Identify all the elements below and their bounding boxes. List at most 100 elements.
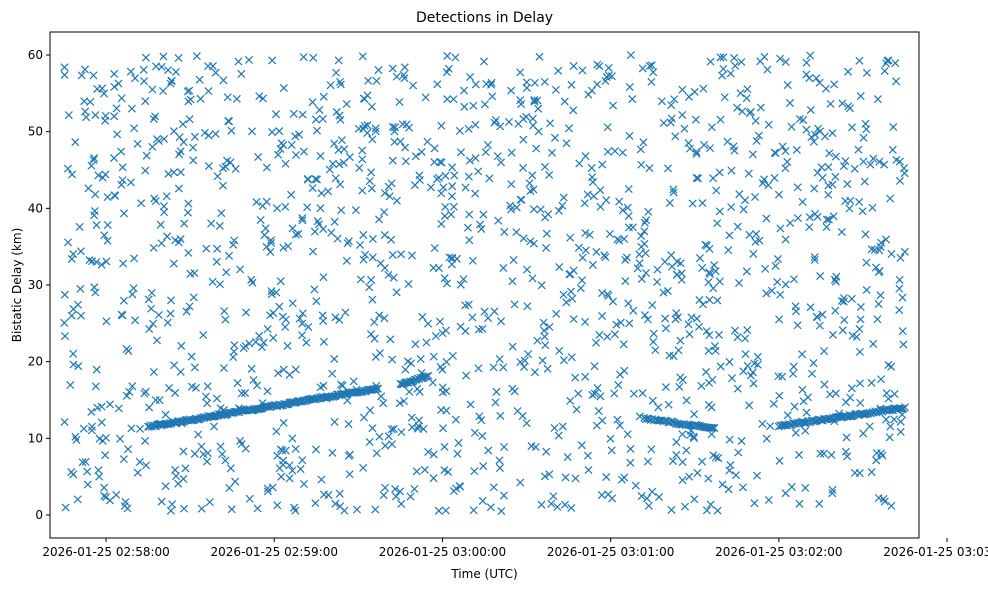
noise-point bbox=[672, 438, 681, 447]
noise-point bbox=[128, 382, 137, 391]
noise-point bbox=[623, 203, 632, 212]
noise-point bbox=[758, 419, 767, 428]
noise-point bbox=[352, 505, 362, 514]
noise-point bbox=[410, 484, 419, 493]
noise-point bbox=[328, 369, 337, 378]
noise-point bbox=[415, 175, 424, 185]
noise-point bbox=[162, 192, 171, 201]
noise-point bbox=[74, 362, 83, 371]
noise-point bbox=[517, 195, 526, 204]
noise-point bbox=[117, 147, 126, 156]
noise-point bbox=[775, 456, 784, 465]
noise-point bbox=[81, 457, 90, 466]
noise-point bbox=[739, 205, 748, 214]
noise-point bbox=[509, 255, 518, 264]
noise-point bbox=[211, 68, 220, 77]
noise-point bbox=[331, 313, 340, 322]
noise-point bbox=[742, 267, 751, 276]
noise-point bbox=[67, 311, 76, 320]
noise-point bbox=[279, 141, 288, 150]
noise-point bbox=[441, 171, 450, 180]
noise-point bbox=[125, 387, 134, 396]
noise-point bbox=[889, 122, 898, 132]
noise-point bbox=[171, 67, 181, 76]
noise-point bbox=[642, 216, 651, 225]
noise-point bbox=[608, 494, 617, 503]
noise-point bbox=[334, 56, 343, 65]
noise-point bbox=[818, 310, 827, 319]
noise-point bbox=[204, 131, 213, 140]
noise-point bbox=[359, 463, 368, 472]
noise-point bbox=[61, 503, 70, 512]
noise-point bbox=[496, 122, 505, 131]
noise-point bbox=[245, 339, 254, 348]
noise-point bbox=[183, 208, 192, 217]
noise-point bbox=[126, 178, 135, 187]
noise-point bbox=[725, 435, 734, 444]
noise-point bbox=[571, 474, 580, 483]
noise-point bbox=[820, 347, 829, 356]
noise-point bbox=[163, 318, 172, 327]
noise-point bbox=[657, 97, 666, 106]
noise-point bbox=[99, 89, 109, 98]
noise-point bbox=[312, 126, 322, 135]
noise-point bbox=[201, 392, 210, 401]
noise-point bbox=[178, 120, 187, 129]
noise-point bbox=[190, 269, 199, 278]
noise-point bbox=[319, 337, 328, 346]
noise-point bbox=[869, 339, 878, 348]
noise-point bbox=[731, 61, 740, 70]
noise-point bbox=[559, 356, 568, 365]
noise-point bbox=[761, 264, 770, 273]
noise-point bbox=[802, 58, 811, 67]
noise-point bbox=[456, 280, 465, 289]
noise-point bbox=[159, 87, 168, 96]
noise-point bbox=[598, 160, 607, 169]
noise-point bbox=[291, 365, 300, 374]
noise-point bbox=[429, 263, 438, 272]
noise-point bbox=[839, 294, 848, 303]
noise-point bbox=[781, 280, 790, 289]
noise-point bbox=[384, 270, 393, 279]
noise-point bbox=[85, 256, 94, 265]
noise-point bbox=[882, 389, 891, 398]
noise-point bbox=[97, 418, 106, 427]
noise-point bbox=[543, 364, 552, 373]
noise-point bbox=[263, 487, 272, 496]
noise-point bbox=[536, 205, 545, 214]
y-axis: 0 10 20 30 40 50 60 bbox=[28, 48, 50, 522]
noise-point bbox=[743, 326, 752, 335]
noise-point bbox=[869, 154, 878, 163]
noise-point bbox=[442, 357, 451, 366]
noise-point bbox=[720, 93, 729, 102]
noise-point bbox=[540, 472, 549, 481]
noise-point bbox=[157, 497, 166, 506]
noise-point bbox=[331, 499, 340, 508]
noise-point bbox=[867, 468, 876, 477]
noise-point bbox=[635, 259, 644, 268]
noise-point bbox=[859, 429, 868, 438]
noise-point bbox=[495, 456, 504, 465]
noise-point bbox=[139, 65, 148, 74]
noise-point bbox=[719, 53, 728, 62]
noise-point bbox=[497, 507, 506, 516]
noise-point bbox=[598, 311, 607, 320]
noise-point bbox=[828, 489, 837, 498]
noise-point bbox=[471, 189, 480, 198]
noise-point bbox=[448, 253, 457, 262]
noise-point bbox=[896, 417, 905, 426]
noise-point bbox=[405, 387, 414, 396]
noise-point bbox=[335, 160, 344, 169]
noise-point bbox=[745, 401, 754, 410]
noise-point bbox=[200, 128, 209, 137]
noise-point bbox=[241, 341, 250, 350]
noise-point bbox=[568, 294, 577, 303]
noise-point bbox=[569, 106, 578, 115]
noise-point bbox=[689, 432, 698, 441]
noise-point bbox=[225, 483, 234, 492]
noise-point bbox=[841, 157, 850, 166]
noise-point bbox=[220, 307, 229, 316]
noise-point bbox=[637, 492, 646, 501]
x-tick-label: 2026-01-25 03:02:00 bbox=[715, 545, 842, 559]
noise-point bbox=[843, 180, 852, 189]
